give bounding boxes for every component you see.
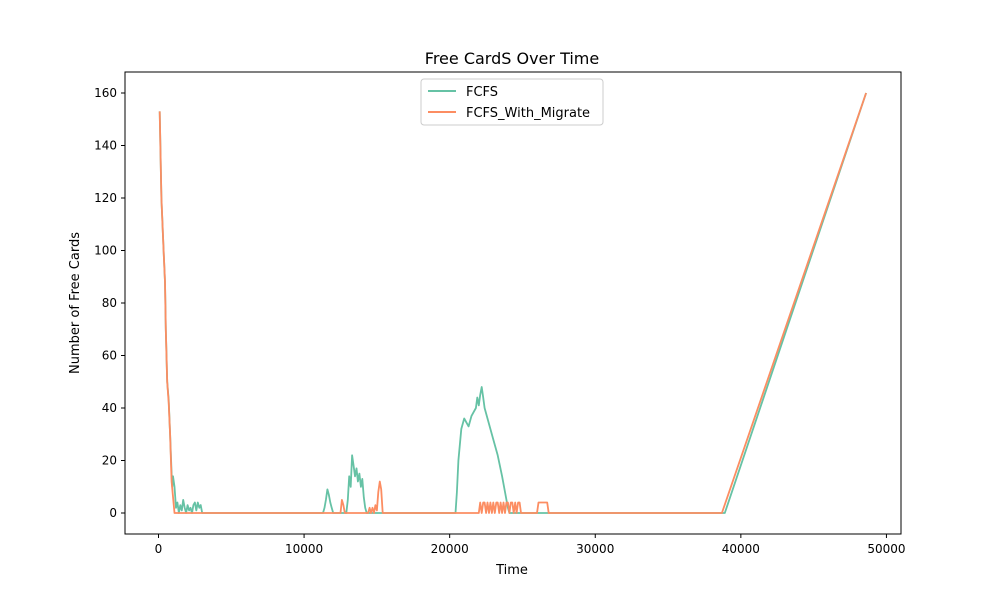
y-tick-label: 40 (102, 401, 117, 415)
y-tick-label: 0 (109, 506, 117, 520)
legend-box (420, 78, 604, 126)
y-tick-label: 100 (94, 244, 117, 258)
x-tick-label: 10000 (285, 542, 323, 556)
x-axis-ticks: 0 10000 20000 30000 40000 50000 (155, 534, 906, 556)
y-axis-ticks: 0 20 40 60 80 100 120 140 160 (94, 86, 125, 520)
y-tick-label: 160 (94, 86, 117, 100)
series-lines (158, 92, 867, 514)
y-axis-label: Number of Free Cards (68, 232, 83, 374)
x-tick-label: 0 (155, 542, 163, 556)
y-tick-label: 120 (94, 191, 117, 205)
legend: FCFS FCFS_With_Migrate (420, 78, 604, 126)
x-tick-label: 30000 (576, 542, 614, 556)
y-tick-label: 20 (102, 454, 117, 468)
y-tick-label: 60 (102, 349, 117, 363)
x-tick-label: 50000 (867, 542, 905, 556)
x-tick-label: 20000 (431, 542, 469, 556)
x-tick-label: 40000 (722, 542, 760, 556)
y-tick-label: 80 (102, 296, 117, 310)
x-axis-label: Time (495, 563, 528, 578)
chart-title: Free CardS Over Time (425, 49, 599, 68)
y-tick-label: 140 (94, 139, 117, 153)
legend-label-fcfs-with-migrate: FCFS_With_Migrate (466, 106, 590, 121)
series-line-fcfs-with-migrate (158, 92, 867, 514)
legend-label-fcfs: FCFS (466, 85, 498, 100)
